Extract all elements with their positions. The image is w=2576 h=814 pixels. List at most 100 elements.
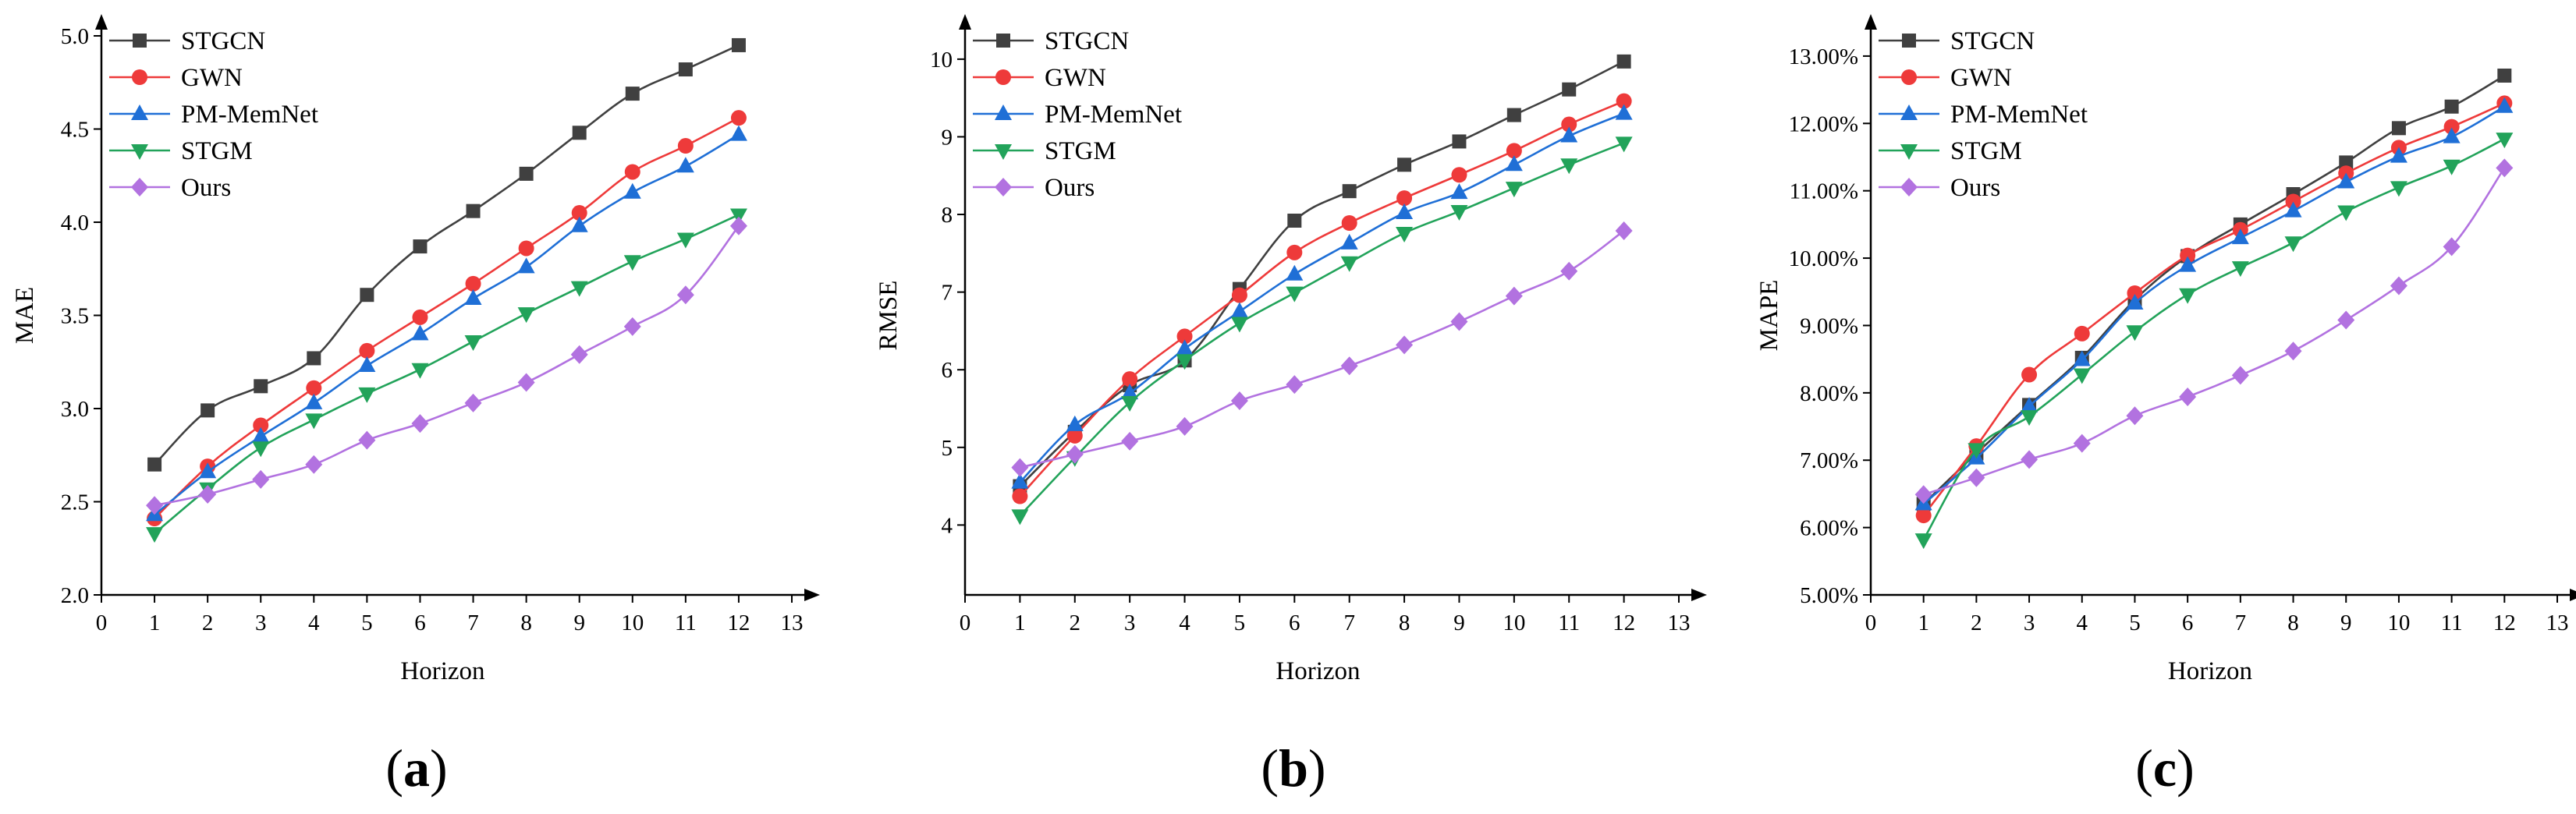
data-point-gwn xyxy=(1286,244,1303,260)
legend: STGCN GWN PM-MemNet STGM Ours xyxy=(1879,27,2088,202)
data-point-ours xyxy=(305,455,323,474)
data-point-gwn xyxy=(1616,93,1632,109)
legend-label-ours: Ours xyxy=(181,174,231,202)
data-point-pm-memnet xyxy=(2179,256,2197,272)
series-stgm xyxy=(1011,136,1633,526)
data-point-pm-memnet xyxy=(2337,172,2355,189)
data-point-stgcn xyxy=(1562,82,1577,97)
data-point-ours xyxy=(570,345,588,364)
data-point-pm-memnet xyxy=(2021,397,2038,413)
data-point-gwn xyxy=(465,275,481,292)
data-point-ours xyxy=(1286,375,1304,395)
data-point-stgm xyxy=(252,441,270,458)
y-tick-label: 7.00% xyxy=(1800,448,1858,473)
data-point-pm-memnet xyxy=(305,393,323,409)
data-point-pm-memnet xyxy=(1176,339,1194,356)
x-tick-label: 2 xyxy=(202,610,214,635)
legend-label-stgcn: STGCN xyxy=(1950,27,2035,55)
data-point-pm-memnet xyxy=(411,324,429,341)
data-point-gwn xyxy=(1176,328,1193,345)
legend: STGCN GWN PM-MemNet STGM Ours xyxy=(973,27,1182,202)
series-gwn xyxy=(147,110,747,527)
data-point-pm-memnet xyxy=(252,426,270,443)
data-point-stgcn xyxy=(731,37,746,52)
data-point-stgcn xyxy=(2339,155,2354,170)
data-point-ours xyxy=(1914,485,1932,504)
legend-label-gwn: GWN xyxy=(1045,64,1106,92)
data-point-stgm xyxy=(676,232,694,249)
y-axis-title: MAE xyxy=(11,287,39,344)
data-point-stgm xyxy=(1615,136,1633,153)
data-point-pm-memnet xyxy=(729,125,747,141)
data-point-pm-memnet xyxy=(1230,302,1248,318)
series-stgcn xyxy=(147,37,746,472)
data-point-stgm xyxy=(2390,181,2407,197)
x-tick-label: 0 xyxy=(96,610,108,635)
data-point-ours xyxy=(199,484,217,504)
data-point-gwn xyxy=(359,342,375,359)
data-point-gwn xyxy=(571,205,587,221)
data-point-stgm xyxy=(2337,205,2355,221)
x-tick-label: 11 xyxy=(1558,610,1580,635)
data-point-stgcn xyxy=(1342,184,1357,199)
x-axis-arrow xyxy=(1691,589,1707,601)
x-tick-label: 11 xyxy=(2441,610,2463,635)
data-point-stgcn xyxy=(625,87,640,101)
data-point-stgm xyxy=(1286,286,1304,303)
data-point-ours xyxy=(1011,458,1029,477)
y-tick-label: 7 xyxy=(942,281,953,306)
y-tick-label: 4.0 xyxy=(61,211,89,235)
data-point-gwn xyxy=(518,240,534,257)
data-point-stgm xyxy=(2496,133,2514,149)
data-point-ours xyxy=(676,285,694,305)
data-point-ours xyxy=(1505,286,1523,306)
legend-marker-gwn xyxy=(1901,69,1917,85)
data-point-ours xyxy=(2443,237,2461,257)
y-tick-label: 2.5 xyxy=(61,490,89,515)
data-point-ours xyxy=(146,496,164,515)
data-point-stgcn xyxy=(307,351,321,366)
legend-marker-stgm xyxy=(995,144,1012,160)
caption-letter: a xyxy=(403,738,430,798)
x-tick-label: 10 xyxy=(1503,610,1525,635)
data-point-ours xyxy=(2496,158,2514,178)
data-point-stgm xyxy=(305,413,323,430)
data-point-gwn xyxy=(412,309,428,325)
x-tick-label: 2 xyxy=(1971,610,1982,635)
x-tick-label: 12 xyxy=(1613,610,1635,635)
y-axis-title: RMSE xyxy=(875,281,903,351)
legend-label-pm-memnet: PM-MemNet xyxy=(181,101,318,129)
series-line-ours xyxy=(1020,229,1625,469)
legend-marker-ours xyxy=(131,178,148,196)
data-point-stgcn xyxy=(1397,157,1412,172)
data-point-gwn xyxy=(1506,143,1522,159)
data-point-gwn xyxy=(306,380,322,396)
x-tick-label: 8 xyxy=(2287,610,2299,635)
data-point-gwn xyxy=(1341,214,1357,231)
legend-label-stgm: STGM xyxy=(181,137,253,165)
data-point-stgm xyxy=(464,334,482,351)
x-tick-label: 6 xyxy=(1289,610,1300,635)
series-line-pm-memnet xyxy=(154,133,740,516)
data-point-stgcn xyxy=(360,288,374,303)
data-point-gwn xyxy=(1231,287,1247,303)
data-point-pm-memnet xyxy=(1450,183,1468,200)
data-point-pm-memnet xyxy=(2231,228,2249,245)
y-axis-arrow xyxy=(95,14,108,30)
data-point-stgm xyxy=(2443,159,2461,175)
x-tick-label: 1 xyxy=(1014,610,1026,635)
data-point-pm-memnet xyxy=(1286,264,1304,281)
x-axis-title: Horizon xyxy=(1276,657,1360,685)
data-point-stgm xyxy=(570,281,588,297)
data-point-pm-memnet xyxy=(1121,384,1139,400)
series-pm-memnet xyxy=(146,125,747,522)
data-point-pm-memnet xyxy=(676,157,694,173)
x-tick-label: 4 xyxy=(1179,610,1190,635)
legend-marker-stgcn xyxy=(1902,34,1916,48)
data-point-ours xyxy=(1967,468,1985,487)
data-point-ours xyxy=(411,414,429,434)
data-point-ours xyxy=(1230,391,1248,411)
data-point-stgm xyxy=(623,255,641,271)
legend-marker-pm-memnet xyxy=(131,104,148,120)
